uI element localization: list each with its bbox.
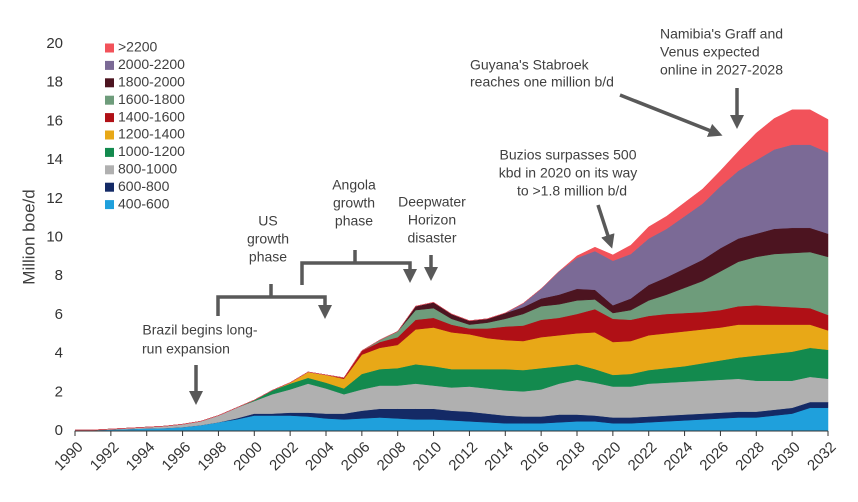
legend-label: 400-600	[118, 195, 170, 211]
legend-label: 2000-2200	[118, 56, 185, 72]
x-tick-label: 2012	[445, 439, 481, 475]
x-tick-label: 2006	[338, 439, 374, 475]
annotation: Deepwater	[398, 194, 466, 210]
annotation: growth	[247, 231, 289, 247]
x-tick-label: 2020	[589, 439, 625, 475]
legend-label: 1800-2000	[118, 74, 185, 90]
y-tick-label: 12	[46, 190, 63, 207]
legend-swatch	[105, 60, 114, 70]
y-tick-label: 6	[55, 306, 63, 323]
y-tick-label: 0	[55, 422, 63, 439]
y-tick-label: 16	[46, 112, 63, 129]
annotation: growth	[333, 195, 375, 211]
x-tick-label: 2000	[230, 439, 266, 475]
legend-swatch	[105, 182, 114, 192]
y-tick-label: 8	[55, 267, 63, 284]
x-tick-label: 2030	[768, 439, 804, 475]
y-tick-label: 10	[46, 228, 63, 245]
legend-label: 600-800	[118, 178, 170, 194]
annotation: Brazil begins long-	[142, 322, 258, 338]
annotation: reaches one million b/d	[470, 74, 614, 90]
annotation: phase	[335, 213, 373, 229]
bracket	[300, 261, 417, 285]
y-tick-label: 18	[46, 74, 63, 91]
legend-swatch	[105, 130, 114, 140]
x-tick-label: 1994	[123, 439, 159, 475]
annotation: Venus expected	[660, 44, 760, 60]
y-tick-label: 20	[46, 35, 63, 52]
x-tick-label: 2016	[517, 439, 553, 475]
arrow	[596, 204, 615, 249]
annotations: Brazil begins long- run expansion US gro…	[142, 26, 783, 405]
legend-label: 1400-1600	[118, 108, 185, 124]
y-tick-label: 4	[55, 345, 63, 362]
legend-label: 1200-1400	[118, 126, 185, 142]
legend-swatch	[105, 95, 114, 105]
x-tick-label: 1990	[51, 439, 87, 475]
x-tick-label: 2028	[732, 439, 768, 475]
annotation: kbd in 2020 on its way	[499, 165, 638, 181]
x-tick-label: 2032	[804, 439, 840, 475]
x-tick-label: 2024	[661, 439, 697, 475]
legend-label: 1000-1200	[118, 143, 185, 159]
legend-label: 800-1000	[118, 161, 177, 177]
legend-swatch	[105, 43, 114, 53]
x-tick-label: 2004	[302, 439, 338, 475]
legend-label: 1600-1800	[118, 91, 185, 107]
annotation: US	[258, 213, 277, 229]
annotation: Buzios surpasses 500	[500, 147, 637, 163]
y-axis-label: Million boe/d	[19, 189, 38, 284]
plot-area	[74, 109, 829, 432]
legend-swatch	[105, 147, 114, 157]
x-tick-label: 2014	[481, 439, 517, 475]
x-tick-label: 2008	[374, 439, 410, 475]
legend-label: >2200	[118, 39, 158, 55]
annotation: disaster	[407, 230, 456, 246]
x-tick-label: 1996	[159, 439, 195, 475]
annotation: Angola	[332, 177, 376, 193]
legend-swatch	[105, 200, 114, 210]
x-tick-label: 2010	[410, 439, 446, 475]
annotation: Guyana's Stabroek	[470, 57, 590, 73]
area	[75, 109, 829, 431]
x-tick-label: 2018	[553, 439, 589, 475]
y-tick-label: 2	[55, 383, 63, 400]
annotation: run expansion	[142, 341, 230, 357]
annotation: Horizon	[408, 212, 456, 228]
x-tick-label: 2026	[696, 439, 732, 475]
legend-swatch	[105, 113, 114, 123]
annotation: to >1.8 million b/d	[517, 183, 627, 199]
annotation: phase	[249, 249, 287, 265]
annotation: online in 2027-2028	[660, 62, 783, 78]
y-tick-label: 14	[46, 151, 63, 168]
arrow	[619, 93, 723, 137]
bracket	[216, 295, 332, 319]
annotation: Namibia's Graff and	[660, 26, 783, 42]
x-tick-label: 2002	[266, 439, 302, 475]
x-tick-label: 1992	[87, 439, 123, 475]
x-tick-label: 1998	[194, 439, 230, 475]
legend-swatch	[105, 165, 114, 175]
legend-swatch	[105, 78, 114, 88]
x-tick-label: 2022	[625, 439, 661, 475]
